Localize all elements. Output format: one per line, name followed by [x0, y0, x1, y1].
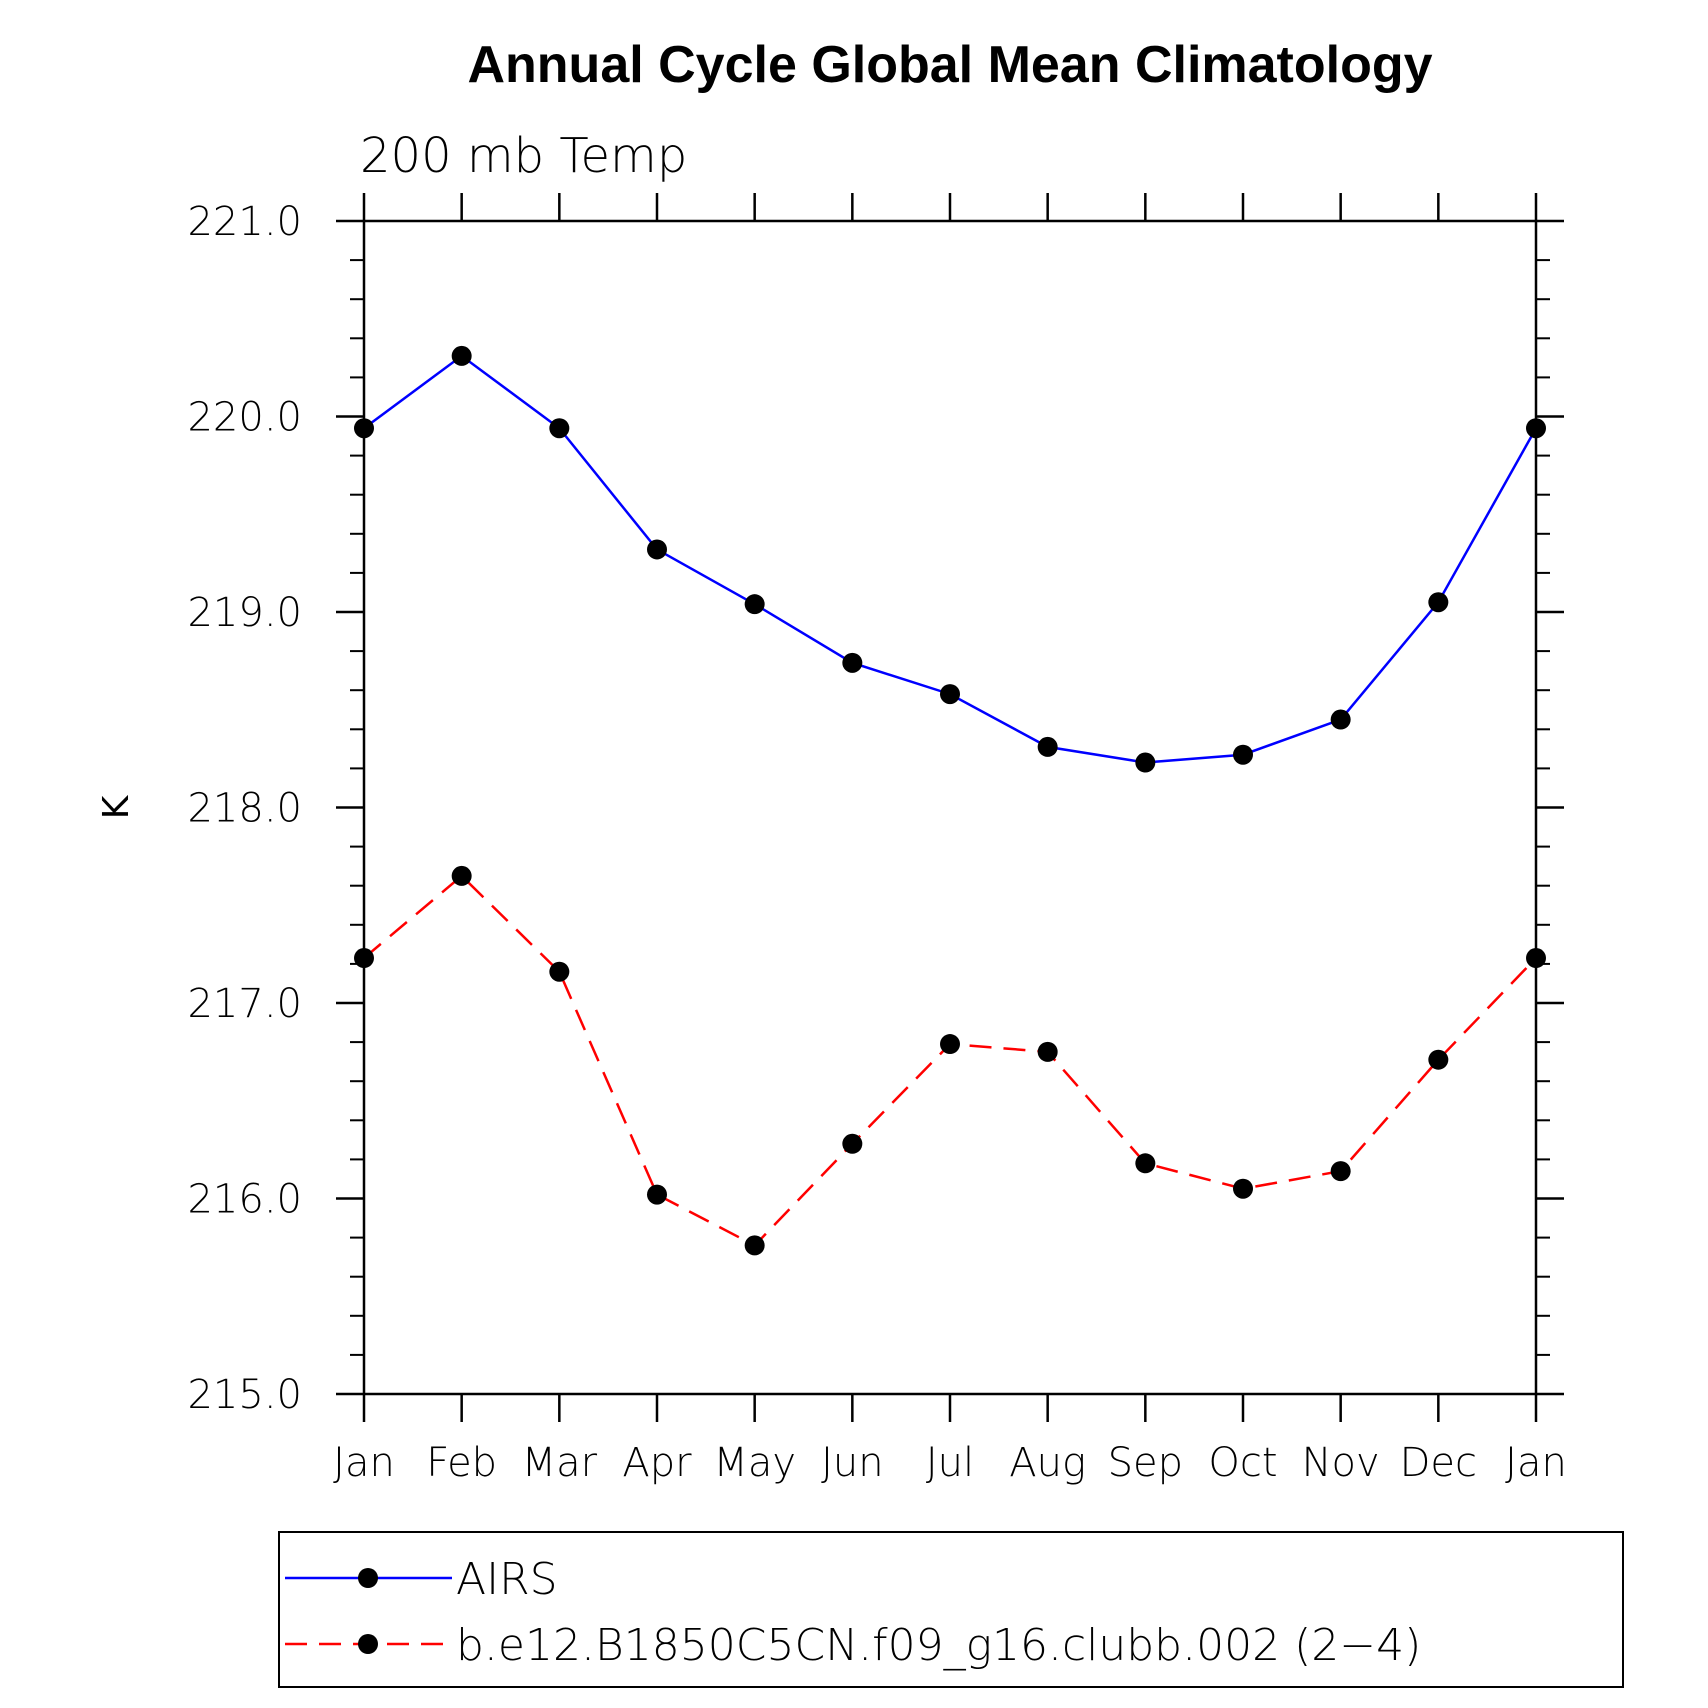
x-tick-label: Aug: [1009, 1440, 1086, 1486]
x-tick-label: Oct: [1208, 1440, 1277, 1486]
series-layer: [354, 345, 1546, 1256]
x-tick-label: Apr: [622, 1440, 692, 1486]
series-2-point: [744, 1235, 765, 1256]
series-1-point: [1135, 752, 1156, 773]
series-1-point: [647, 539, 667, 560]
y-tick-label: 218.0: [187, 786, 302, 832]
series-1-point: [451, 345, 472, 366]
legend-marker-1: [358, 1568, 378, 1588]
series-1-point: [354, 418, 374, 439]
x-tick-label: Nov: [1302, 1440, 1380, 1486]
series-2-point: [842, 1133, 863, 1154]
series-2-point: [647, 1184, 667, 1205]
axis-ticks: [336, 193, 1564, 1422]
series-1-point: [1233, 744, 1253, 765]
legend-label-1: AIRS: [456, 1554, 558, 1605]
y-tick-label: 221.0: [187, 199, 302, 245]
series-1-point: [1330, 709, 1351, 730]
series-1-point: [1428, 592, 1449, 613]
series-2-point: [1135, 1153, 1156, 1174]
x-tick-label: Mar: [522, 1440, 598, 1486]
x-tick-label: Sep: [1108, 1440, 1183, 1486]
y-tick-label: 216.0: [187, 1177, 302, 1223]
chart-subtitle: 200 mb Temp: [360, 128, 687, 184]
x-tick-label: Jan: [333, 1440, 395, 1486]
plot-frame: [362, 219, 1538, 1396]
x-tick-label: Jun: [821, 1440, 884, 1486]
y-tick-label: 219.0: [187, 590, 302, 636]
series-2-point: [940, 1034, 960, 1055]
series-1-point: [744, 594, 765, 615]
legend-label-2: b.e12.B1850C5CN.f09_g16.clubb.002 (2−4): [456, 1620, 1421, 1671]
chart-title: Annual Cycle Global Mean Climatology: [467, 36, 1432, 94]
axis-tick-labels: Jan Feb Mar Apr May Jun Jul Aug Sep Oct Nov Dec Jan 2…: [187, 199, 1566, 1486]
series-2-point: [1330, 1161, 1351, 1182]
series-2-point: [451, 865, 472, 886]
y-tick-label: 215.0: [187, 1372, 302, 1418]
y-tick-label: 217.0: [187, 981, 302, 1027]
series-2-point: [354, 948, 374, 969]
x-tick-label: Dec: [1400, 1440, 1477, 1486]
legend: [278, 1531, 1624, 1688]
series-1-point: [1037, 736, 1058, 757]
series-2-point: [1037, 1041, 1058, 1062]
series-2-point: [1428, 1049, 1449, 1070]
series-1-point: [842, 652, 863, 673]
legend-entries: AIRS b.e12.B1850C5CN.f09_g16.clubb.002 (2…: [285, 1554, 1421, 1671]
x-tick-label: May: [713, 1440, 796, 1486]
series-1-point: [549, 418, 570, 439]
y-axis-label: K: [96, 794, 137, 819]
y-tick-label: 220.0: [187, 395, 302, 441]
series-2-point: [549, 961, 570, 982]
x-tick-label: Jul: [926, 1440, 974, 1486]
series-1-point: [1526, 418, 1546, 439]
series-line-2: [363, 874, 1537, 1247]
series-2-point: [1526, 948, 1546, 969]
legend-marker-2: [358, 1634, 378, 1654]
series-1-point: [940, 684, 960, 705]
x-tick-label: Feb: [426, 1440, 497, 1486]
x-tick-label: Jan: [1505, 1440, 1567, 1486]
series-2-point: [1233, 1178, 1253, 1199]
